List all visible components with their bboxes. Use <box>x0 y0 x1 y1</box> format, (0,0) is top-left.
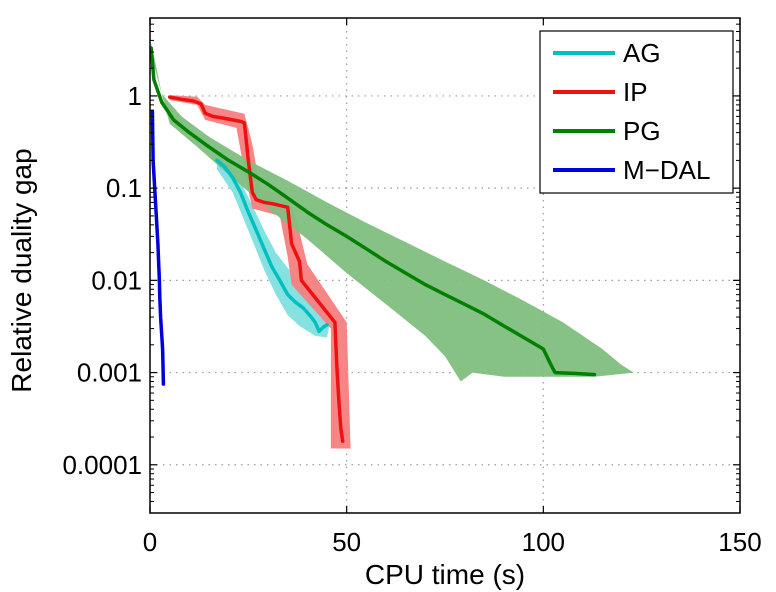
band-pg <box>151 42 634 382</box>
legend-label-pg: PG <box>623 116 661 146</box>
legend-label-m-dal: M−DAL <box>623 155 710 185</box>
x-tick-label: 0 <box>143 527 157 557</box>
legend-label-ag: AG <box>623 38 661 68</box>
x-tick-label: 150 <box>718 527 761 557</box>
tick-labels: 0 50 100 150 0.0001 0.001 0.01 0.1 1 <box>62 81 761 557</box>
legend: AG IP PG M−DAL <box>539 30 734 194</box>
series-line-pg <box>149 46 597 377</box>
y-tick-label: 0.1 <box>106 173 142 203</box>
y-tick-label: 0.01 <box>91 265 142 295</box>
legend-label-ip: IP <box>623 77 648 107</box>
y-axis-label: Relative duality gap <box>6 148 37 392</box>
y-tick-label: 0.001 <box>77 358 142 388</box>
x-tick-label: 100 <box>522 527 565 557</box>
y-tick-label: 0.0001 <box>62 450 142 480</box>
series-line-ag <box>215 158 329 334</box>
tick-marks <box>149 18 741 514</box>
y-tick-label: 1 <box>128 81 142 111</box>
band-ip <box>169 95 351 449</box>
x-axis-label: CPU time (s) <box>365 559 525 590</box>
axes-frame <box>149 17 741 514</box>
x-tick-label: 50 <box>332 527 361 557</box>
legend-box <box>539 30 734 194</box>
series-line-ip <box>167 95 345 443</box>
